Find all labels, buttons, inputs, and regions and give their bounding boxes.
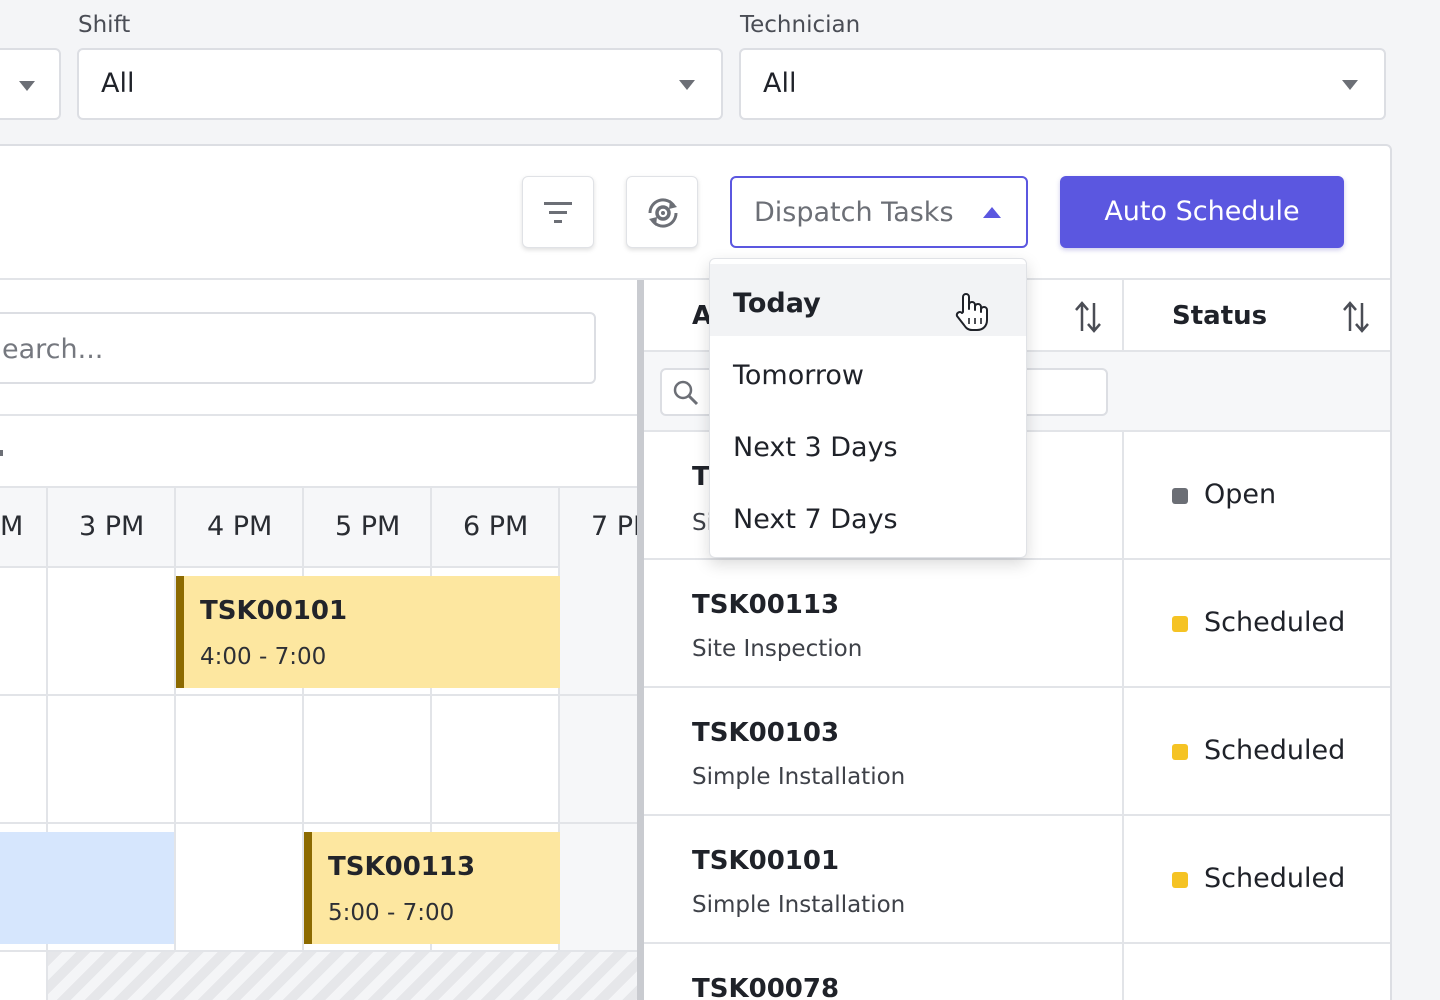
grid-shaded-column: [560, 566, 637, 952]
grid-col-divider: [174, 486, 176, 1000]
sort-icon[interactable]: [1074, 300, 1102, 334]
time-header-label: M: [0, 511, 24, 542]
toolbar-divider: [0, 278, 1390, 280]
filter-button[interactable]: [522, 176, 594, 248]
sync-gear-icon: [648, 198, 678, 228]
status-badge: Scheduled: [1204, 863, 1346, 894]
status-badge: Scheduled: [1204, 735, 1346, 766]
grid-row-divider: [0, 822, 637, 824]
time-header-label: 7 PI: [591, 511, 637, 542]
search-row-divider: [0, 414, 637, 416]
status-dot: [1172, 616, 1188, 632]
dropdown-option-tomorrow[interactable]: Tomorrow: [710, 336, 1026, 408]
event-id: TSK00101: [200, 596, 348, 626]
status-dot: [1172, 872, 1188, 888]
filter-icon: [544, 202, 572, 223]
task-id: T: [692, 462, 710, 492]
date-label-fragment: [0, 450, 3, 456]
task-id: TSK00101: [692, 846, 840, 876]
task-type: Site Inspection: [692, 636, 863, 662]
search-icon: [673, 380, 699, 406]
task-id: TSK00078: [692, 974, 840, 1000]
event-card[interactable]: TSK00113 5:00 - 7:00: [304, 832, 560, 944]
hand-cursor-icon: [955, 293, 988, 331]
technician-select[interactable]: All: [739, 48, 1386, 120]
scheduler-panel: [0, 144, 1392, 1000]
time-header-bottom-border: [0, 566, 637, 568]
grid-col-divider: [46, 486, 48, 1000]
event-card[interactable]: TSK00101 4:00 - 7:00: [176, 576, 560, 688]
technician-filter-label: Technician: [740, 12, 861, 38]
row-divider: [644, 558, 1390, 560]
table-row[interactable]: TSK00103 Simple Installation Scheduled: [644, 688, 1390, 814]
task-type: Si: [692, 510, 713, 536]
task-id: TSK00103: [692, 718, 840, 748]
dispatch-tasks-label: Dispatch Tasks: [754, 197, 954, 228]
shift-filter-label: Shift: [78, 12, 131, 38]
chevron-down-icon: [19, 81, 35, 91]
dispatch-tasks-select[interactable]: Dispatch Tasks: [730, 176, 1028, 248]
table-row[interactable]: TSK00078: [644, 944, 1390, 1000]
time-header-top-border: [0, 486, 637, 488]
dropdown-option-label: Next 7 Days: [733, 504, 898, 535]
status-badge: Open: [1204, 479, 1277, 510]
time-header-row: [0, 486, 637, 566]
time-header-label: 3 PM: [79, 511, 145, 542]
prev-filter-select[interactable]: [0, 48, 61, 120]
shift-select-value: All: [101, 68, 135, 99]
event-time: 4:00 - 7:00: [200, 644, 327, 670]
status-dot: [1172, 488, 1188, 504]
table-row[interactable]: T Si Open: [644, 432, 1390, 558]
row-divider: [644, 814, 1390, 816]
shift-select[interactable]: All: [77, 48, 723, 120]
chevron-down-icon: [1342, 80, 1358, 90]
row-divider: [644, 942, 1390, 944]
sort-icon[interactable]: [1342, 300, 1370, 334]
dropdown-option-label: Next 3 Days: [733, 432, 898, 463]
dropdown-option-next-7-days[interactable]: Next 7 Days: [710, 480, 1026, 552]
sync-settings-button[interactable]: [626, 176, 698, 248]
table-row[interactable]: TSK00113 Site Inspection Scheduled: [644, 560, 1390, 686]
pane-splitter[interactable]: [637, 280, 644, 1000]
column-header-a: A: [692, 301, 713, 331]
technician-select-value: All: [763, 68, 797, 99]
chevron-up-icon: [983, 207, 1001, 218]
status-dot: [1172, 744, 1188, 760]
auto-schedule-button[interactable]: Auto Schedule: [1060, 176, 1344, 248]
table-row[interactable]: TSK00101 Simple Installation Scheduled: [644, 816, 1390, 942]
dropdown-option-label: Tomorrow: [733, 360, 864, 391]
event-id: TSK00113: [328, 852, 476, 882]
task-id: TSK00113: [692, 590, 840, 620]
grid-row-divider: [0, 694, 637, 696]
grid-col-divider: [302, 486, 304, 1000]
task-type: Simple Installation: [692, 764, 906, 790]
chevron-down-icon: [679, 80, 695, 90]
row-divider: [644, 686, 1390, 688]
grid-col-divider: [558, 486, 560, 1000]
task-type: Simple Installation: [692, 892, 906, 918]
time-header-label: 4 PM: [207, 511, 273, 542]
column-header-status[interactable]: Status: [1172, 301, 1268, 331]
grid-col-divider: [430, 486, 432, 1000]
time-header-label: 5 PM: [335, 511, 401, 542]
resource-search-input[interactable]: earch...: [0, 312, 596, 384]
status-badge: Scheduled: [1204, 607, 1346, 638]
search-placeholder: earch...: [2, 334, 104, 365]
unavailable-slot: [48, 952, 637, 1000]
event-time: 5:00 - 7:00: [328, 900, 455, 926]
grid-row-divider: [0, 950, 637, 952]
column-divider: [1122, 280, 1124, 1000]
dropdown-option-next-3-days[interactable]: Next 3 Days: [710, 408, 1026, 480]
dropdown-option-label: Today: [733, 288, 821, 319]
time-header-label: 6 PM: [463, 511, 529, 542]
scheduled-block[interactable]: [0, 832, 174, 944]
